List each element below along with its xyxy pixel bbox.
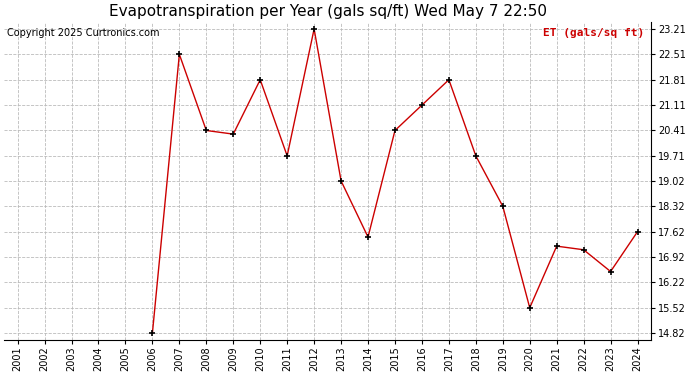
Text: Copyright 2025 Curtronics.com: Copyright 2025 Curtronics.com bbox=[8, 28, 160, 38]
Title: Evapotranspiration per Year (gals sq/ft) Wed May 7 22:50: Evapotranspiration per Year (gals sq/ft)… bbox=[108, 4, 546, 19]
Text: ET (gals/sq ft): ET (gals/sq ft) bbox=[543, 28, 644, 38]
